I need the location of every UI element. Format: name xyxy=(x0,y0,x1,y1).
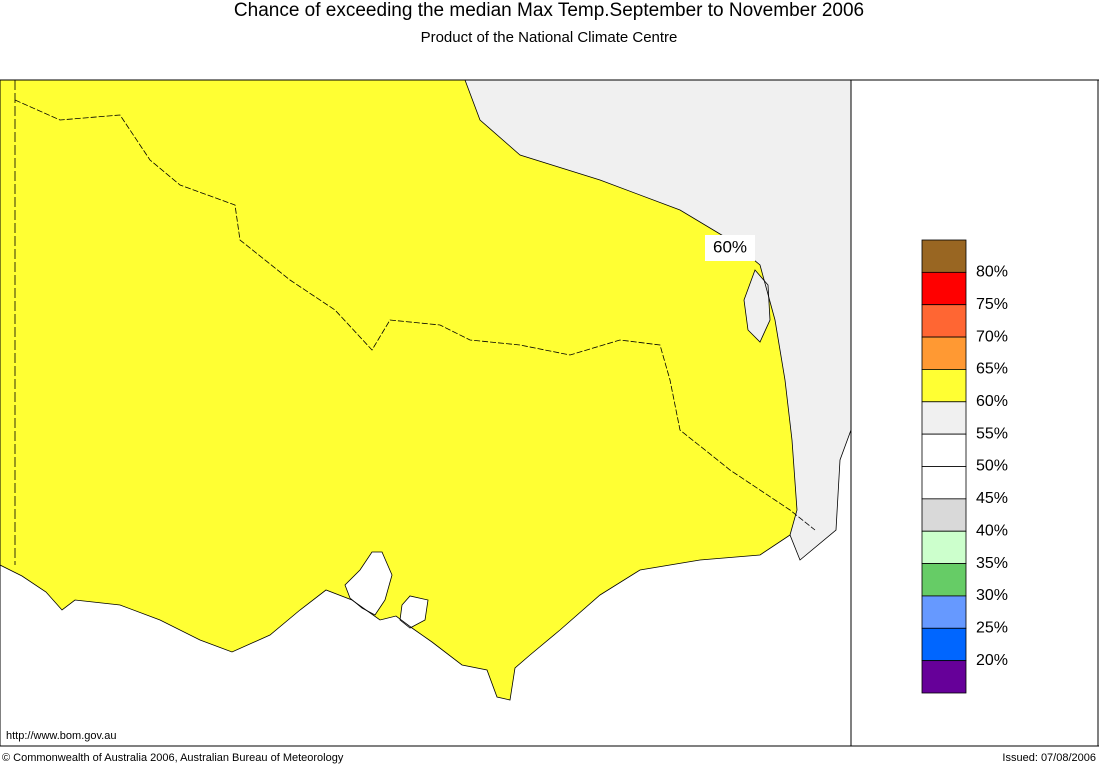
legend-swatch xyxy=(921,239,967,273)
legend-swatch xyxy=(921,271,967,306)
coastline xyxy=(0,429,852,701)
legend-swatch xyxy=(921,336,967,370)
legend-label: 65% xyxy=(976,361,1008,378)
issued: Issued: 07/08/2006 xyxy=(1002,752,1096,764)
legend-swatch xyxy=(921,433,967,467)
legend-label: 60% xyxy=(976,393,1008,410)
legend-swatch xyxy=(921,369,967,403)
legend-label: 40% xyxy=(976,522,1008,539)
legend-swatch xyxy=(921,627,967,662)
url: http://www.bom.gov.au xyxy=(6,730,116,742)
region-55 xyxy=(465,80,851,560)
legend-label: 70% xyxy=(976,328,1008,345)
legend-swatch xyxy=(921,466,967,500)
legend-label: 25% xyxy=(976,620,1008,637)
legend-swatch xyxy=(921,498,967,532)
region-60 xyxy=(0,80,797,700)
subtitle: Product of the National Climate Centre xyxy=(421,29,678,46)
legend-label: 20% xyxy=(976,652,1008,669)
legend-swatch xyxy=(921,530,967,564)
legend-label: 45% xyxy=(976,490,1008,507)
lake xyxy=(743,269,771,343)
legend-swatch xyxy=(921,401,967,435)
copyright: © Commonwealth of Australia 2006, Austra… xyxy=(2,752,344,764)
legend-swatch xyxy=(921,660,967,694)
western-port xyxy=(399,595,429,629)
legend-label: 30% xyxy=(976,587,1008,604)
river-border xyxy=(14,99,816,531)
contour-label-box xyxy=(705,235,755,261)
legend-label: 75% xyxy=(976,296,1008,313)
contour-label: 60% xyxy=(713,237,747,256)
legend-label: 50% xyxy=(976,458,1008,475)
legend-label: 55% xyxy=(976,425,1008,442)
legend-swatch xyxy=(921,304,967,338)
legend-swatch xyxy=(921,595,967,629)
legend-label: 35% xyxy=(976,555,1008,572)
legend-label: 80% xyxy=(976,264,1008,281)
legend-swatch xyxy=(921,563,967,597)
map-frame xyxy=(0,79,852,747)
title: Chance of exceeding the median Max Temp.… xyxy=(234,0,864,21)
legend: 80% 75% 70% 65% 60% 55% 50% 45% 40% 35% 30% 25% 20% xyxy=(921,239,1008,694)
map: 60% http://www.bom.gov.au xyxy=(0,79,852,747)
